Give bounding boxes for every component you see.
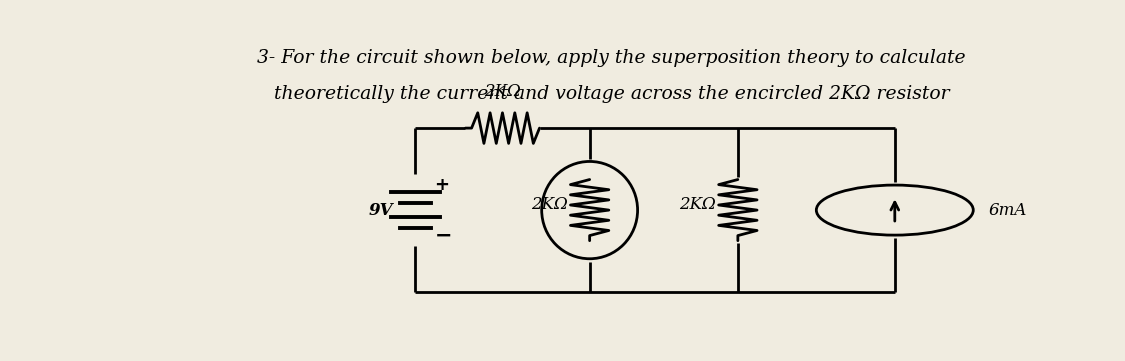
Text: −: − — [434, 226, 452, 245]
Text: 9V: 9V — [369, 201, 394, 219]
Text: 3- For the circuit shown below, apply the superposition theory to calculate: 3- For the circuit shown below, apply th… — [258, 49, 965, 67]
Text: +: + — [434, 176, 450, 194]
Text: 2KΩ: 2KΩ — [484, 83, 521, 100]
Text: theoretically the current and voltage across the encircled 2KΩ resistor: theoretically the current and voltage ac… — [273, 85, 950, 103]
Text: 2KΩ: 2KΩ — [531, 196, 568, 213]
Text: 6mA: 6mA — [989, 201, 1027, 219]
Text: 2KΩ: 2KΩ — [680, 196, 717, 213]
